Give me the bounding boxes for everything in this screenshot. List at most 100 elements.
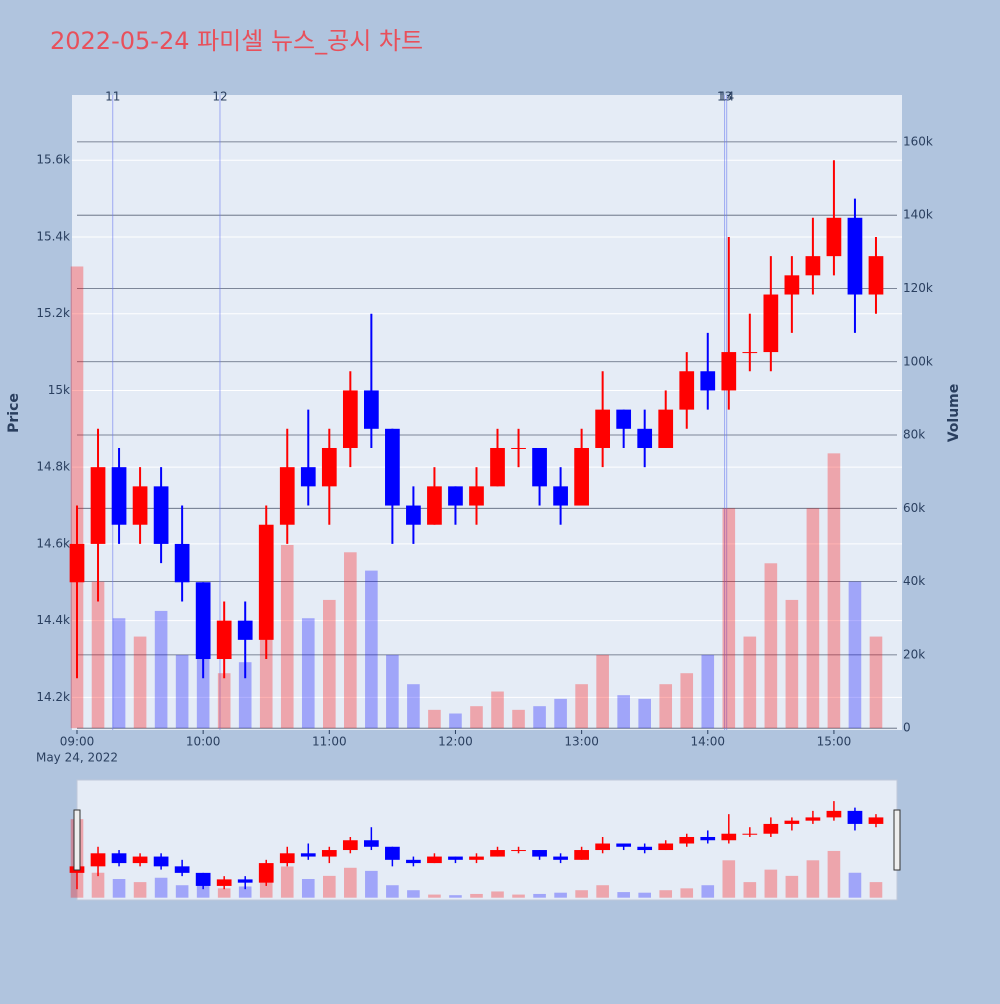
- range-handle[interactable]: [893, 809, 901, 871]
- mini-candle-body: [511, 850, 526, 852]
- mini-volume-bar: [428, 894, 441, 898]
- y-tick-label: 15k: [48, 383, 70, 397]
- mini-volume-bar: [91, 872, 105, 898]
- range-slider[interactable]: [76, 779, 898, 901]
- mini-volume-bar: [238, 886, 252, 898]
- mini-candle-body: [279, 853, 295, 864]
- mini-candle-body: [132, 856, 148, 864]
- mini-volume-bar: [785, 875, 799, 898]
- mini-volume-bar: [175, 885, 189, 898]
- mini-volume-bar: [743, 882, 757, 898]
- y-tick-label: 14.2k: [36, 690, 70, 704]
- candle-body: [174, 543, 190, 583]
- candle-body: [448, 486, 463, 506]
- candle-body: [279, 467, 295, 525]
- volume-bar: [491, 691, 504, 729]
- y-tick-label: 14.4k: [36, 613, 70, 627]
- y-tick-label: 15.6k: [36, 153, 70, 167]
- mini-candle-body: [574, 850, 589, 860]
- x-tick-label: 14:00: [690, 735, 725, 749]
- volume-bar: [722, 508, 736, 729]
- mini-volume-bar: [386, 885, 399, 898]
- mini-volume-bar: [154, 877, 168, 898]
- mini-candle-body: [321, 850, 337, 857]
- candle-body: [342, 390, 358, 448]
- volume-bar: [806, 508, 820, 729]
- candle-body: [111, 467, 127, 525]
- annotation-label: 13: [717, 90, 732, 104]
- candle-body: [679, 371, 695, 410]
- candle-body: [721, 352, 737, 391]
- mini-volume-bar: [554, 892, 567, 898]
- y2-tick-label: 20k: [903, 647, 925, 661]
- mini-candle-body: [364, 840, 379, 847]
- candle-body: [763, 294, 779, 353]
- volume-bar: [470, 706, 483, 729]
- mini-volume-bar: [449, 895, 462, 898]
- volume-bar: [680, 673, 694, 729]
- volume-bar: [554, 698, 567, 729]
- mini-candle-body: [805, 817, 821, 821]
- candle-body: [553, 486, 568, 506]
- mini-candle-body: [427, 856, 442, 864]
- candle-body: [427, 486, 442, 525]
- mini-volume-bar: [701, 885, 715, 898]
- volume-bar: [743, 636, 757, 729]
- mini-candle-body: [553, 856, 568, 860]
- volume-bar: [617, 695, 630, 729]
- volume-bar: [407, 684, 420, 729]
- mini-volume-bar: [491, 891, 504, 898]
- mini-volume-bar: [301, 878, 315, 898]
- y2-axis-title: Volume: [946, 384, 962, 443]
- volume-bar: [575, 684, 588, 729]
- volume-bar: [70, 266, 84, 729]
- candle-body: [742, 352, 758, 354]
- y-tick-label: 14.6k: [36, 536, 70, 550]
- candle-body: [153, 486, 169, 544]
- mini-candle-body: [868, 817, 884, 824]
- candle-body: [637, 428, 653, 448]
- mini-volume-bar: [596, 885, 609, 898]
- candle-body: [237, 620, 253, 640]
- candle-body: [658, 409, 674, 448]
- mini-volume-bar: [764, 869, 778, 898]
- y-axis-title: Price: [6, 393, 22, 433]
- mini-candle-body: [111, 853, 127, 864]
- volume-bar: [154, 610, 168, 729]
- candle-body: [700, 371, 716, 391]
- y-tick-label: 15.2k: [36, 306, 70, 320]
- volume-bar: [280, 544, 294, 729]
- mini-candle-body: [847, 810, 863, 824]
- mini-volume-bar: [365, 870, 378, 898]
- mini-candle-body: [300, 853, 316, 857]
- candle-body: [69, 543, 85, 583]
- candle-body: [847, 217, 863, 295]
- candle-body: [90, 467, 106, 544]
- chart-title: 2022-05-24 파미셀 뉴스_공시 차트: [50, 27, 423, 55]
- candle-body: [216, 620, 232, 660]
- volume-bar: [848, 581, 862, 729]
- mini-volume-bar: [827, 850, 841, 898]
- mini-volume-bar: [617, 892, 630, 898]
- mini-candle-body: [490, 850, 505, 857]
- volume-bar: [344, 552, 357, 729]
- mini-volume-bar: [407, 890, 420, 898]
- volume-bar: [785, 599, 799, 729]
- mini-candle-body: [700, 836, 716, 841]
- mini-candle-body: [742, 833, 758, 835]
- annotation-label: 12: [212, 90, 227, 104]
- volume-bar: [238, 662, 252, 729]
- x-tick-label: 10:00: [186, 735, 221, 749]
- candle-body: [490, 447, 505, 487]
- candle-body: [385, 428, 400, 506]
- mini-volume-bar: [806, 860, 820, 898]
- y2-tick-label: 60k: [903, 501, 925, 515]
- range-handle[interactable]: [73, 809, 81, 871]
- mini-volume-bar: [659, 890, 673, 898]
- mini-candle-body: [469, 856, 484, 860]
- mini-volume-bar: [280, 866, 294, 898]
- mini-candle-body: [826, 810, 842, 818]
- candle-body: [300, 467, 316, 487]
- volume-bar: [386, 654, 399, 729]
- x-tick-label: 15:00: [817, 735, 852, 749]
